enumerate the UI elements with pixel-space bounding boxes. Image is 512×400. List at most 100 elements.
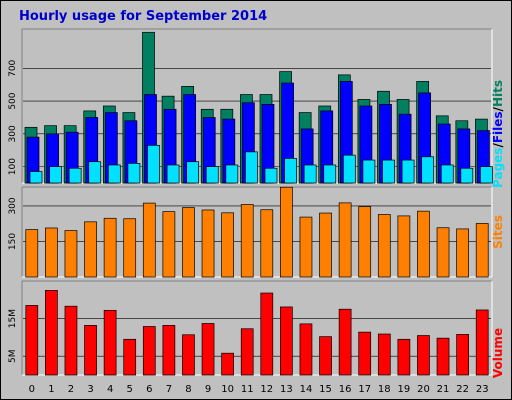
x-tick-label: 23	[476, 384, 489, 395]
x-tick-label: 13	[280, 384, 293, 395]
y-tick-label: 5M	[8, 349, 18, 363]
plot-panel	[22, 281, 492, 375]
bar-volume	[299, 323, 313, 376]
bar-pages	[29, 171, 43, 184]
bar-pages	[49, 166, 62, 184]
x-tick-label: 8	[185, 384, 191, 395]
x-tick-label: 22	[456, 384, 469, 395]
x-tick-label: 6	[146, 384, 152, 395]
bar-pages	[166, 164, 180, 184]
legend-sites: Sites	[491, 215, 505, 249]
bar-sites	[25, 229, 39, 278]
bar-pages	[88, 161, 102, 184]
x-tick-label: 4	[107, 384, 113, 395]
bar-volume	[319, 336, 332, 376]
x-tick-label: 9	[205, 384, 211, 395]
x-tick-label: 10	[221, 384, 234, 395]
x-tick-label: 2	[68, 384, 74, 395]
bar-pages	[107, 164, 121, 184]
legend-part: /	[491, 106, 505, 111]
bar-pages	[421, 156, 435, 184]
bar-sites	[397, 215, 411, 278]
x-tick-label: 19	[398, 384, 411, 395]
bar-sites	[45, 227, 58, 278]
legend-pages-files-hits: Pages/Files/Hits	[491, 80, 505, 188]
y-tick-label: 500	[8, 92, 18, 109]
y-tick-label: 150	[8, 233, 18, 250]
bar-pages	[401, 159, 415, 184]
bar-pages	[303, 164, 317, 184]
bar-sites	[103, 217, 117, 278]
bar-sites	[240, 204, 254, 278]
bar-pages	[460, 167, 474, 184]
legend-volume: Volume	[491, 328, 505, 378]
bar-sites	[358, 206, 372, 278]
bar-pages	[382, 159, 395, 184]
bar-pages	[68, 167, 82, 184]
bar-sites	[377, 214, 391, 278]
plot-panel	[22, 187, 492, 277]
bar-volume	[162, 325, 176, 376]
bar-pages	[362, 159, 376, 184]
x-tick-label: 11	[241, 384, 254, 395]
y-tick-label: 15M	[8, 309, 18, 328]
bar-sites	[299, 216, 313, 278]
bar-sites	[162, 211, 176, 278]
bar-pages	[186, 161, 200, 184]
y-tick-label: 300	[8, 197, 18, 214]
bar-volume	[240, 328, 254, 376]
bar-volume	[201, 323, 215, 376]
bar-volume	[338, 308, 352, 376]
bar-volume	[377, 333, 391, 376]
legend-part: /	[491, 143, 505, 148]
bar-volume	[358, 331, 372, 376]
bar-volume	[417, 335, 430, 376]
bar-pages	[205, 166, 219, 184]
bar-sites	[64, 230, 78, 278]
x-tick-label: 0	[29, 384, 35, 395]
bar-volume	[45, 290, 58, 376]
bar-sites	[319, 212, 332, 278]
bar-volume	[475, 309, 489, 376]
legend-part: Volume	[491, 328, 505, 378]
bar-volume	[84, 325, 97, 376]
legend-part: Hits	[491, 80, 505, 107]
bar-volume	[142, 326, 156, 376]
x-tick-label: 17	[358, 384, 371, 395]
bar-pages	[225, 164, 239, 184]
x-tick-label: 7	[166, 384, 172, 395]
bar-sites	[142, 202, 156, 278]
bar-volume	[123, 338, 137, 376]
bar-pages	[323, 164, 337, 184]
bar-volume	[25, 305, 39, 376]
bar-volume	[221, 352, 234, 376]
chart-title: Hourly usage for September 2014	[19, 9, 267, 24]
bar-sites	[260, 209, 274, 278]
bar-sites	[456, 228, 469, 278]
bar-pages	[264, 167, 278, 184]
x-tick-label: 20	[417, 384, 430, 395]
bar-sites	[338, 202, 352, 278]
x-tick-label: 5	[127, 384, 133, 395]
bar-sites	[123, 218, 137, 278]
bar-volume	[260, 292, 274, 376]
x-tick-label: 18	[378, 384, 391, 395]
x-tick-label: 3	[87, 384, 93, 395]
bar-pages	[440, 164, 454, 184]
bar-sites	[436, 227, 450, 278]
bar-sites	[84, 221, 97, 278]
bar-sites	[475, 223, 489, 278]
bar-pages	[284, 158, 297, 184]
bar-volume	[64, 305, 78, 376]
y-tick-label: 300	[8, 125, 18, 142]
bar-volume	[456, 334, 469, 376]
bar-sites	[280, 186, 293, 278]
bar-pages	[147, 144, 160, 184]
x-tick-label: 14	[300, 384, 313, 395]
x-tick-label: 21	[437, 384, 450, 395]
legend-part: Pages	[491, 148, 505, 188]
bar-sites	[182, 207, 195, 278]
bar-pages	[342, 154, 356, 184]
